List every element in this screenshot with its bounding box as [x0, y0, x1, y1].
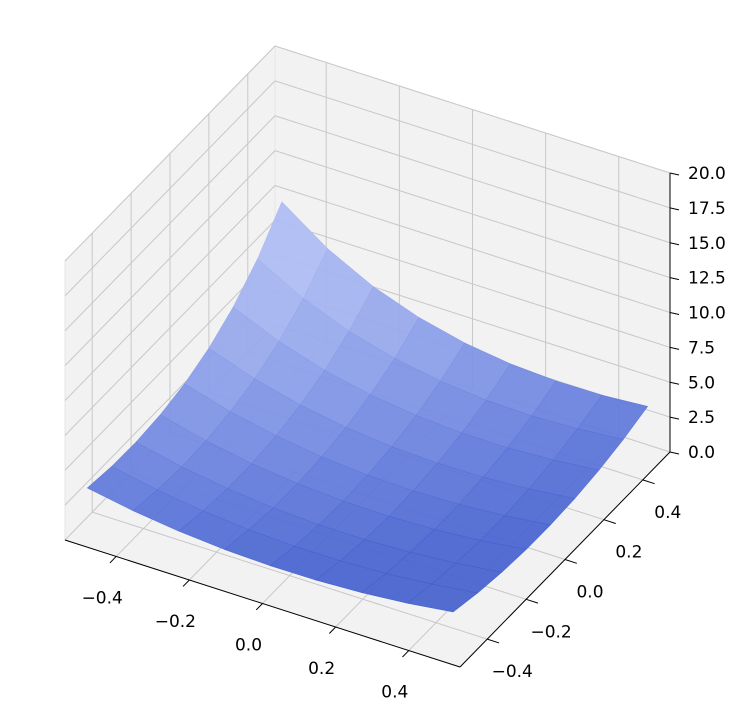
z-tick — [669, 277, 680, 281]
z-tick — [669, 172, 680, 176]
grid-line — [64, 220, 276, 436]
grid-line — [274, 45, 671, 174]
x-tick — [255, 603, 263, 611]
grid-line — [64, 185, 276, 401]
grid-line — [64, 80, 276, 297]
x-tick-label: 0.4 — [381, 683, 408, 703]
z-tick-label: 15.0 — [688, 234, 726, 254]
z-tick-label: 17.5 — [688, 199, 726, 219]
grid-line — [92, 511, 488, 640]
grid-line — [274, 185, 671, 313]
x-tick — [109, 556, 117, 564]
x-tick — [182, 579, 190, 587]
z-tick-label: 20.0 — [688, 164, 726, 184]
y-tick-label: 0.0 — [576, 583, 603, 603]
grid-line — [274, 150, 671, 279]
x-tick-label: 0.2 — [308, 659, 335, 679]
y-tick — [564, 559, 578, 564]
z-tick-label: 0.0 — [688, 443, 715, 463]
z-tick-label: 5.0 — [688, 373, 715, 393]
x-tick-label: −0.2 — [155, 612, 196, 632]
z-tick — [669, 312, 680, 315]
z-tick-label: 2.5 — [688, 408, 715, 428]
z-tick — [669, 416, 680, 420]
z-tick-label: 10.0 — [688, 304, 726, 324]
y-tick — [487, 638, 500, 644]
x-tick — [402, 650, 410, 658]
grid-line — [274, 115, 671, 244]
grid-line — [64, 115, 276, 332]
y-tick-label: 0.4 — [654, 503, 681, 523]
y-tick-label: 0.2 — [615, 543, 642, 563]
y-tick-label: −0.2 — [530, 622, 571, 642]
y-tick — [525, 598, 539, 604]
x-tick-label: −0.4 — [82, 588, 123, 608]
surface-patch — [406, 583, 479, 613]
z-tick — [669, 207, 680, 211]
grid-line — [64, 45, 276, 262]
grid-line — [274, 80, 671, 209]
z-tick — [669, 381, 680, 385]
x-tick-label: 0.0 — [235, 636, 262, 656]
y-tick — [603, 519, 616, 524]
z-tick — [669, 346, 680, 350]
grid-line — [64, 254, 276, 471]
y-tick-label: −0.4 — [492, 662, 533, 682]
grid-line — [64, 150, 276, 366]
x-tick — [328, 626, 337, 634]
y-tick — [642, 479, 655, 485]
z-tick — [669, 451, 680, 455]
grid-line — [274, 219, 671, 348]
z-tick-label: 12.5 — [688, 269, 726, 289]
z-tick — [669, 242, 680, 246]
z-tick-label: 7.5 — [688, 338, 715, 358]
